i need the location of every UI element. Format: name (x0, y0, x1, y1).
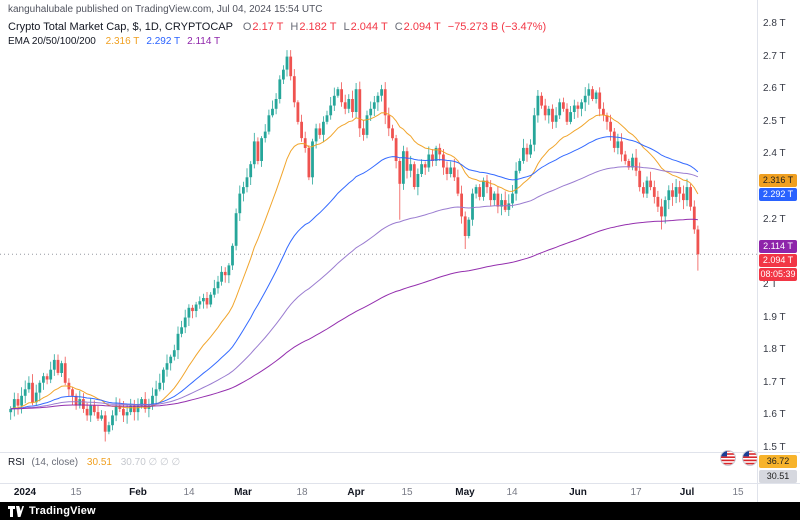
y-axis-label: 1.8 T (763, 344, 786, 355)
rsi-value: 30.51 (86, 457, 112, 468)
x-axis-label: 18 (296, 487, 308, 498)
y-axis-label: 2.2 T (763, 214, 786, 225)
x-axis-label: Feb (129, 487, 147, 498)
price-axis-divider (757, 0, 758, 502)
x-axis-label: 14 (506, 487, 518, 498)
y-axis-label: 2 T (763, 279, 778, 290)
ohlc-key: O (242, 21, 252, 33)
time-axis[interactable]: 2024 15 Feb 14 Mar 18 Apr 15 May 14 Jun 17 Jul 15 (0, 483, 758, 502)
y-axis-label: 2.5 T (763, 116, 786, 127)
tradingview-wordmark[interactable]: TradingView (29, 505, 96, 517)
price-badge[interactable]: 2.094 T (759, 254, 797, 267)
x-axis-label: May (455, 487, 475, 498)
ema-legend[interactable]: EMA 20/50/100/200 2.316 T 2.292 T 2.114 T (8, 36, 220, 47)
x-axis-label: Mar (234, 487, 252, 498)
ohlc-key: L (343, 21, 350, 33)
x-axis-label: 15 (401, 487, 413, 498)
ohlc-value: 2.094 T (403, 21, 441, 33)
x-axis-label: Jul (679, 487, 695, 498)
symbol-legend[interactable]: Crypto Total Market Cap, $, 1D, CRYPTOCA… (8, 21, 546, 33)
x-axis-label: 15 (732, 487, 744, 498)
ema-value-list: 2.316 T 2.292 T 2.114 T (99, 36, 220, 47)
rsi-params: (14, close) (31, 457, 79, 468)
rsi-badge[interactable]: 30.51 (759, 470, 797, 483)
y-axis-label: 2.8 T (763, 18, 786, 29)
ohlc-value: 2.17 T (252, 21, 284, 33)
rsi-legend[interactable]: RSI (14, close) 30.51 30.70 ∅ ∅ ∅ (8, 457, 180, 468)
y-axis-label: 2.4 T (763, 148, 786, 159)
ema-value: 2.292 T (146, 36, 181, 47)
rsi-badge[interactable]: 36.72 (759, 455, 797, 468)
y-axis-label: 1.6 T (763, 409, 786, 420)
ema-value: 2.114 T (187, 36, 221, 47)
x-axis-label: Apr (347, 487, 365, 498)
price-badge[interactable]: 2.114 T (759, 240, 797, 253)
price-badge[interactable]: 2.316 T (759, 174, 797, 187)
us-flag-event-icon[interactable] (720, 450, 736, 466)
y-axis-label: 2.7 T (763, 51, 786, 62)
us-flag-event-icon[interactable] (742, 450, 758, 466)
price-chart-canvas[interactable] (0, 0, 758, 452)
rsi-label: RSI (8, 457, 25, 468)
ohlc-value: 2.182 T (299, 21, 337, 33)
symbol-title[interactable]: Crypto Total Market Cap, $, 1D, CRYPTOCA… (8, 21, 233, 33)
y-axis-label: 2.6 T (763, 83, 786, 94)
ema-label: EMA 20/50/100/200 (8, 36, 96, 47)
ohlc-values: O2.17 T H2.182 T L2.044 T C2.094 T −75.273 B… (236, 21, 546, 33)
ema-value: 2.316 T (105, 36, 140, 47)
change-value: −75.273 B (−3.47%) (447, 21, 547, 33)
tradingview-logo-icon (8, 505, 24, 517)
x-axis-label: 2024 (13, 487, 37, 498)
price-badge[interactable]: 2.292 T (759, 188, 797, 201)
y-axis-label: 1.7 T (763, 377, 786, 388)
pane-divider[interactable] (0, 452, 800, 453)
publisher-line: kanguhalubale published on TradingView.c… (8, 4, 323, 15)
x-axis-label: Jun (569, 487, 587, 498)
y-axis-label: 1.5 T (763, 442, 786, 453)
bottom-bar: TradingView (0, 502, 800, 520)
x-axis-label: 14 (183, 487, 195, 498)
price-axis[interactable]: 2.8 T 2.7 T 2.6 T 2.5 T 2.4 T 2.2 T 2 T 1.9 T 1.… (758, 0, 800, 502)
y-axis-label: 1.9 T (763, 312, 786, 323)
bar-countdown-badge: 08:05:39 (759, 268, 797, 281)
rsi-extra-values: 30.70 ∅ ∅ ∅ (120, 457, 181, 468)
x-axis-label: 17 (630, 487, 642, 498)
ohlc-key: C (394, 21, 403, 33)
x-axis-label: 15 (70, 487, 82, 498)
ohlc-value: 2.044 T (350, 21, 388, 33)
ohlc-key: H (290, 21, 299, 33)
time-axis-divider (0, 483, 800, 484)
